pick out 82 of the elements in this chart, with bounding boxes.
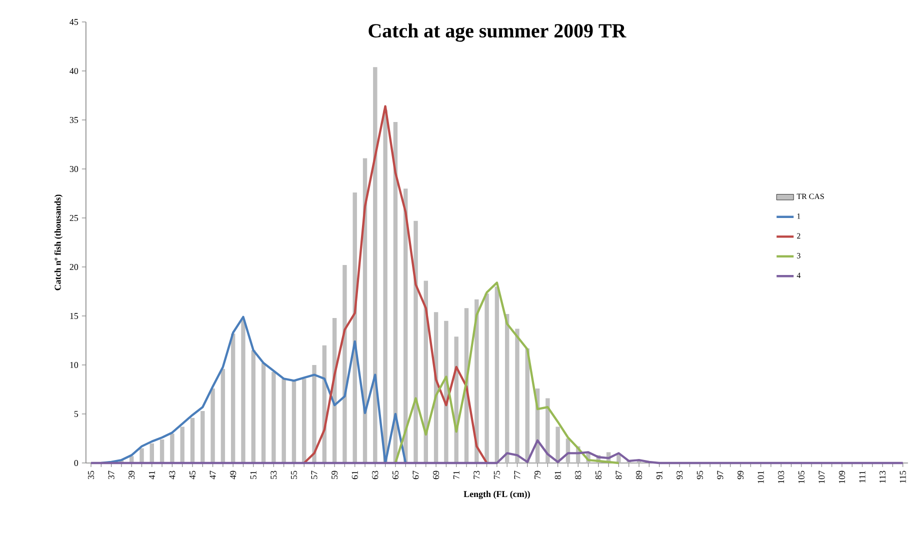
- x-tick-label: 113: [880, 470, 886, 483]
- bar: [220, 368, 226, 463]
- bar: [200, 411, 205, 463]
- bar: [150, 443, 154, 463]
- x-tick-label: 39: [128, 470, 135, 480]
- bar: [261, 363, 266, 463]
- x-axis-title: Length (FL (cm)): [464, 490, 530, 499]
- x-tick-label: 93: [676, 470, 683, 480]
- y-tick-label: 40: [70, 68, 78, 74]
- y-tick-label: 25: [70, 214, 78, 221]
- x-tick-label: 73: [474, 470, 480, 479]
- x-tick-label: 71: [453, 471, 460, 479]
- x-tick-label: 103: [778, 470, 784, 484]
- x-tick-label: 41: [148, 471, 155, 480]
- bar: [230, 334, 236, 463]
- x-tick-label: 89: [636, 470, 642, 480]
- x-tick-label: 35: [88, 470, 94, 480]
- x-tick-label: 99: [737, 470, 744, 480]
- x-tick-label: 57: [311, 470, 318, 479]
- x-tick-label: 83: [575, 470, 582, 480]
- y-tick-label: 10: [70, 362, 78, 368]
- y-tick-label: 45: [70, 18, 78, 25]
- x-tick-label: 79: [534, 470, 541, 479]
- x-tick-label: 53: [270, 470, 277, 479]
- bar: [546, 398, 550, 463]
- bar: [504, 314, 510, 463]
- y-tick-label: 15: [70, 312, 78, 319]
- x-tick-label: 43: [169, 470, 176, 480]
- bar: [170, 434, 174, 463]
- bar: [312, 364, 316, 463]
- bar: [180, 426, 184, 463]
- x-tick-label: 87: [616, 470, 622, 480]
- x-tick-label: 37: [108, 470, 114, 480]
- x-tick-label: 59: [332, 470, 338, 479]
- x-tick-label: 105: [798, 470, 804, 484]
- x-tick-label: 61: [352, 471, 358, 480]
- x-tick-label: 65: [392, 470, 398, 480]
- bar: [160, 439, 164, 463]
- x-tick-label: 101: [758, 471, 764, 484]
- bar: [292, 380, 296, 463]
- y-axis-title: Catch nº fish (thousands): [54, 194, 63, 290]
- x-tick-label: 91: [656, 471, 662, 480]
- bar: [484, 293, 489, 463]
- y-tick-label: 30: [70, 166, 78, 172]
- x-tick-label: 109: [838, 470, 846, 484]
- x-tick-label: 69: [433, 470, 440, 480]
- x-tick-label: 85: [595, 470, 602, 480]
- x-tick-label: 63: [372, 470, 378, 480]
- bar: [282, 378, 286, 463]
- bar: [140, 448, 144, 463]
- bar: [272, 372, 276, 463]
- x-tick-label: 81: [554, 471, 561, 480]
- bar: [302, 378, 306, 463]
- x-tick-label: 77: [514, 470, 520, 479]
- x-tick-label: 115: [900, 470, 906, 483]
- bar: [494, 286, 500, 463]
- x-tick-label: 97: [717, 470, 724, 480]
- y-tick-label: 35: [70, 116, 78, 123]
- y-tick-label: 20: [70, 264, 78, 270]
- x-tick-label: 55: [290, 470, 297, 479]
- bar: [383, 110, 388, 463]
- bar: [251, 350, 256, 463]
- x-tick-label: 47: [210, 470, 216, 480]
- x-tick-label: 107: [818, 470, 825, 484]
- y-tick-label: 5: [74, 411, 78, 417]
- y-tick-label: 0: [74, 460, 78, 466]
- x-tick-label: 111: [859, 471, 866, 483]
- bar: [342, 265, 347, 463]
- bar: [556, 426, 560, 463]
- bar: [414, 220, 418, 463]
- x-tick-label: 51: [250, 471, 256, 479]
- bar: [241, 320, 246, 463]
- bar: [210, 388, 215, 463]
- x-tick-label: 49: [230, 470, 236, 480]
- x-tick-label: 67: [412, 470, 419, 480]
- bar: [515, 328, 520, 463]
- bar: [190, 418, 195, 463]
- x-tick-label: 45: [189, 470, 196, 480]
- bar: [373, 67, 378, 463]
- x-tick-label: 95: [696, 470, 703, 480]
- chart-title: Catch at age summer 2009 TR: [368, 24, 626, 42]
- x-tick-label: 75: [494, 470, 500, 479]
